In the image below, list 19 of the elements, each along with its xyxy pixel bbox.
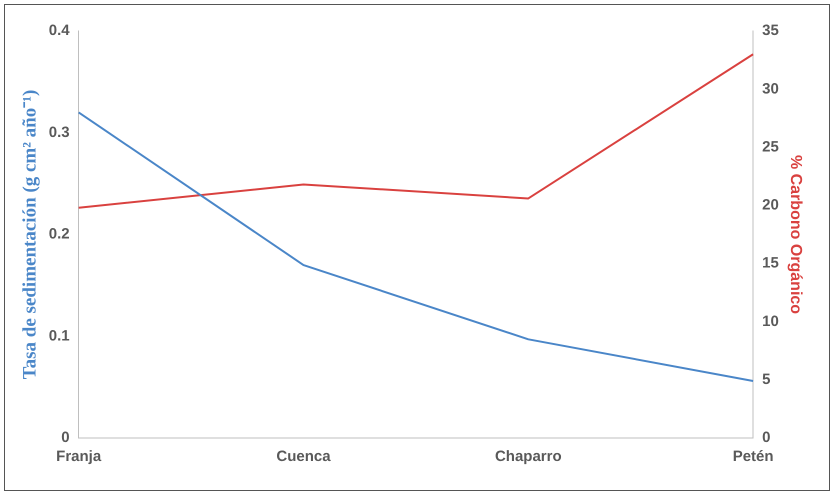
x-tick-label: Chaparro [494,448,562,466]
y-tick-label: 0.2 [48,226,70,243]
y2-tick-label: 10 [762,312,779,330]
y2-tick-label: 20 [762,196,779,214]
x-tick-label: Petén [732,448,774,466]
y-tick-label: 0 [61,429,70,446]
y-axis-title: Tasa de sedimentación (g cm² año⁻¹) [19,90,40,380]
x-tick-label: Cuenca [276,448,332,466]
y2-axis-title: % Carbono Orgánico [786,154,804,314]
x-tick-label: Franja [56,448,102,466]
y2-tick-label: 30 [762,80,779,98]
y2-tick-label: 35 [762,22,779,40]
y2-tick-label: 15 [762,254,779,272]
y2-tick-label: 5 [762,371,770,388]
y-tick-label: 0.4 [48,22,70,40]
y-tick-label: 0.3 [48,124,70,141]
y2-tick-label: 0 [762,429,770,446]
y-tick-label: 0.1 [48,327,70,344]
y2-tick-label: 25 [762,138,779,156]
